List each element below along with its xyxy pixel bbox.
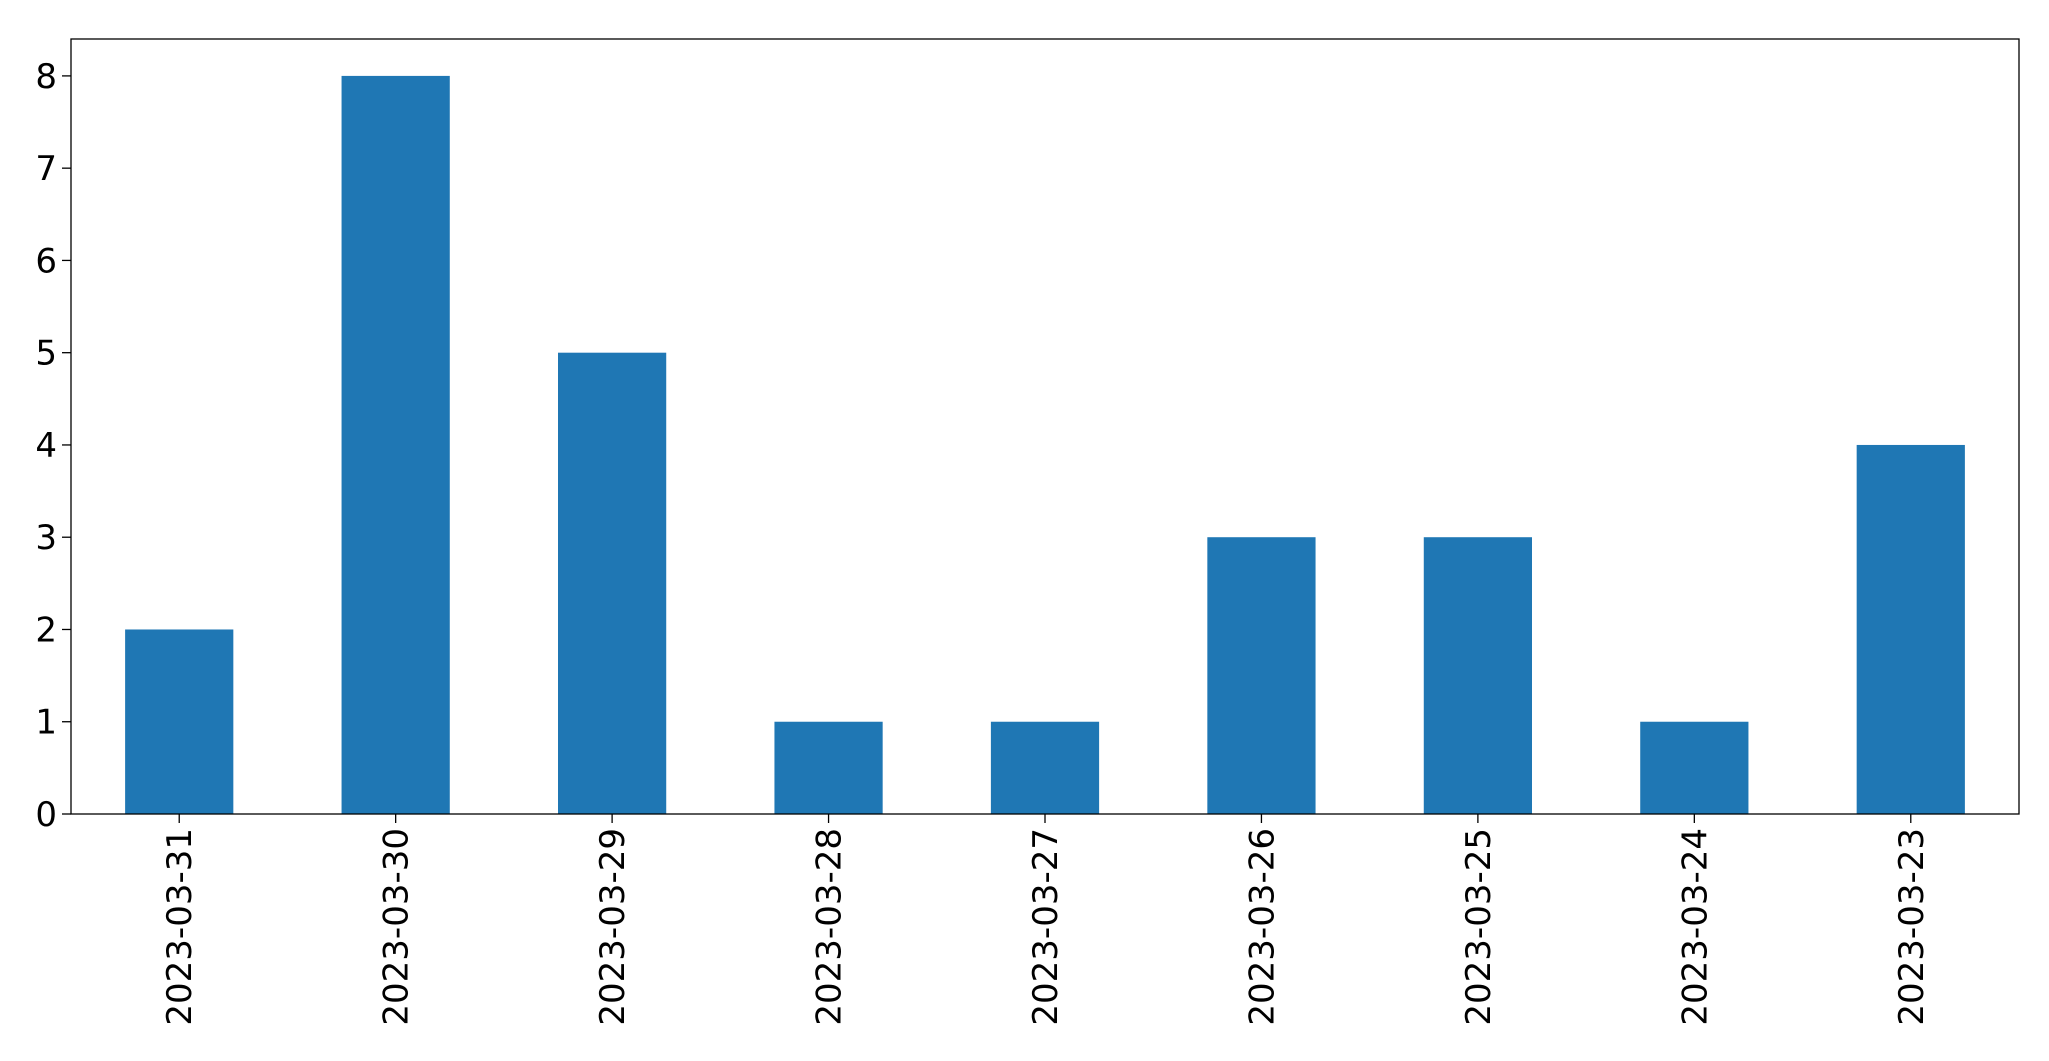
bar bbox=[1423, 537, 1532, 814]
y-tick-label: 4 bbox=[35, 426, 57, 466]
bar bbox=[1207, 537, 1316, 814]
bar bbox=[125, 629, 234, 814]
y-tick-label: 7 bbox=[35, 149, 57, 189]
plot-frame bbox=[70, 38, 2020, 815]
y-tick-label: 3 bbox=[35, 518, 57, 558]
y-tick-label: 0 bbox=[35, 795, 57, 835]
bar bbox=[1640, 721, 1749, 814]
x-tick-label: 2023-03-29 bbox=[593, 828, 633, 1026]
y-tick-label: 5 bbox=[35, 334, 57, 374]
bar bbox=[558, 352, 667, 814]
x-tick-label: 2023-03-30 bbox=[377, 828, 417, 1026]
y-tick-label: 6 bbox=[35, 241, 57, 281]
x-tick-label: 2023-03-28 bbox=[810, 828, 850, 1026]
bar bbox=[990, 721, 1100, 814]
bar bbox=[1856, 444, 1965, 814]
y-tick-label: 8 bbox=[35, 57, 57, 97]
x-tick-label: 2023-03-26 bbox=[1242, 828, 1282, 1026]
x-tick-label: 2023-03-25 bbox=[1459, 828, 1499, 1026]
x-tick-label: 2023-03-27 bbox=[1026, 828, 1066, 1026]
x-tick-label: 2023-03-23 bbox=[1892, 828, 1932, 1026]
x-tick-label: 2023-03-31 bbox=[160, 828, 200, 1026]
y-tick-label: 1 bbox=[35, 703, 57, 743]
y-tick-label: 2 bbox=[35, 610, 57, 650]
bar bbox=[341, 75, 450, 814]
bar bbox=[774, 721, 883, 814]
x-tick-label: 2023-03-24 bbox=[1675, 828, 1715, 1026]
